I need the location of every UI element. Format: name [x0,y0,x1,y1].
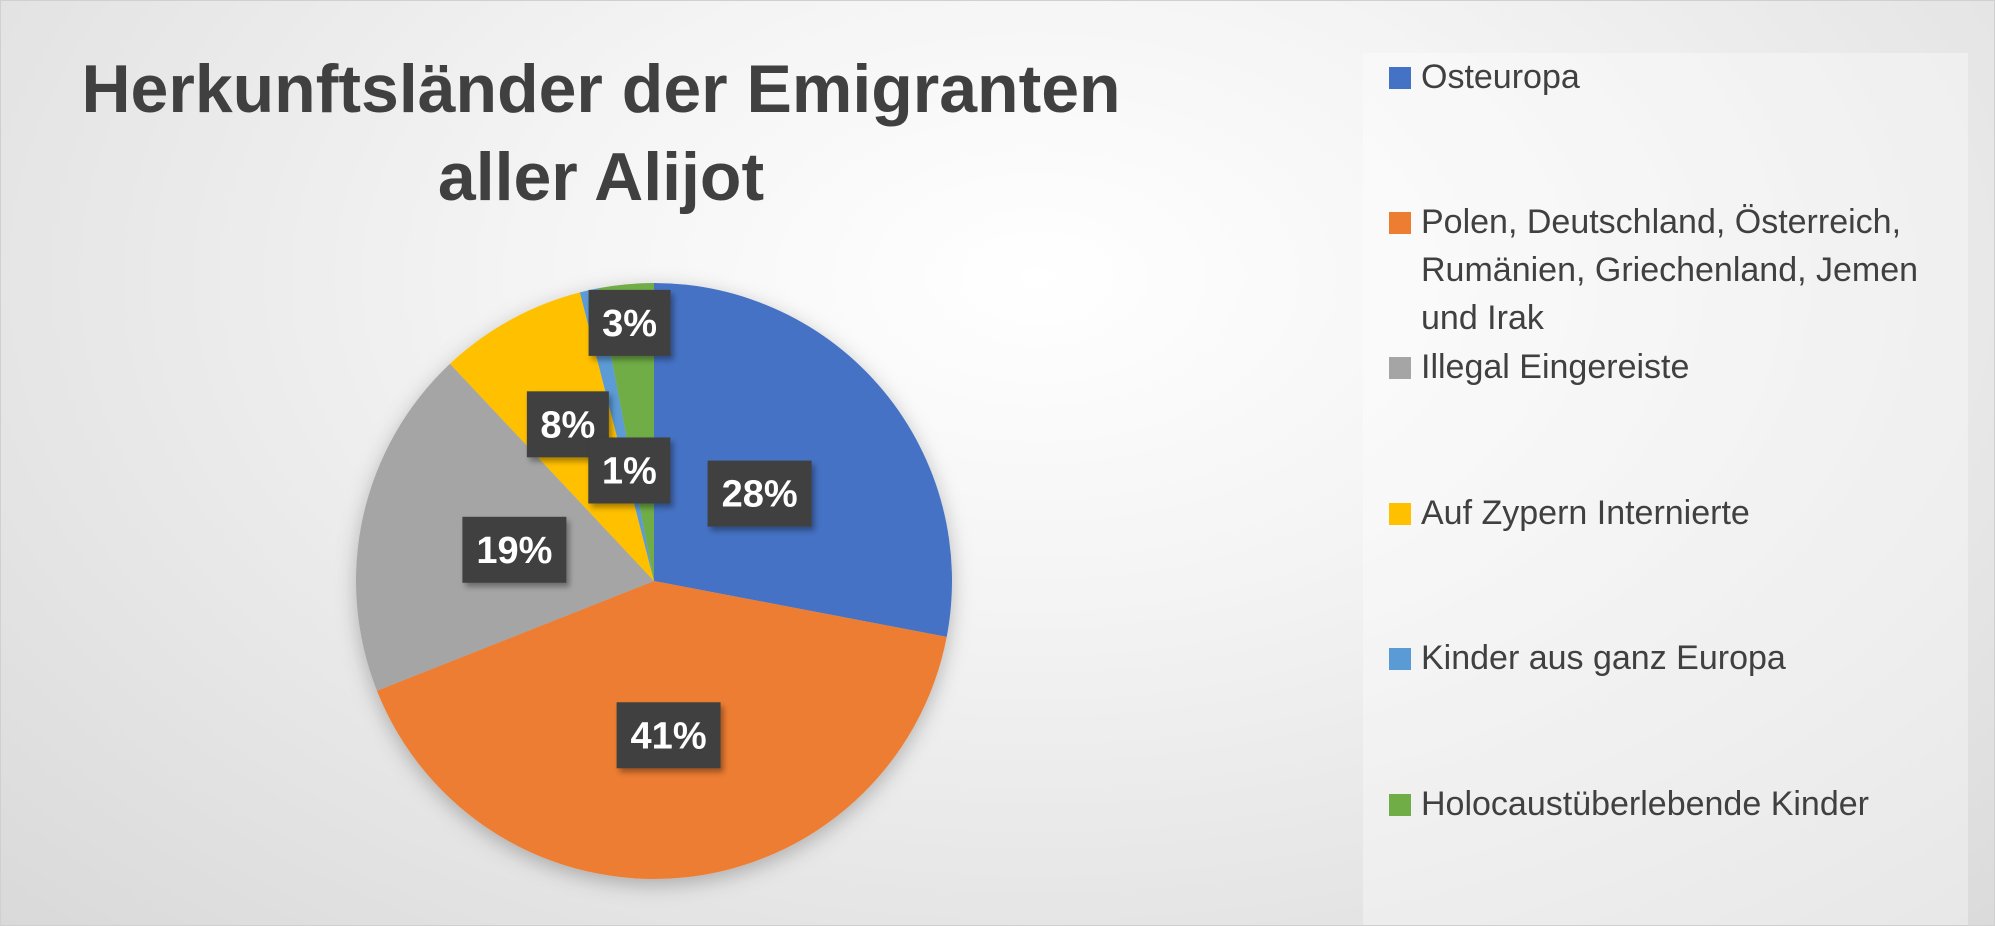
data-label-text: 8% [540,404,595,446]
data-label-text: 28% [722,474,798,516]
chart-title: Herkunftsländer der Emigranten aller Ali… [81,51,1121,215]
legend-item: Holocaustüberlebende Kinder [1389,780,1961,828]
data-label-box [462,516,567,583]
pie-chart: 28% 41% 19% 8%1% 3% [356,283,952,880]
data-label-box [616,702,721,769]
legend-label: Osteuropa [1421,58,1580,96]
legend-label: Holocaustüberlebende Kinder [1421,785,1869,823]
pie-slice [654,283,952,637]
data-label-text: 19% [476,530,552,572]
legend-item: Kinder aus ganz Europa [1389,634,1961,682]
data-label-text: 1% [602,450,657,492]
legend-label: Auf Zypern Internierte [1421,494,1750,532]
legend-item: Polen, Deutschland, Österreich, Rumänien… [1389,198,1961,342]
data-label: 3% [588,289,671,356]
legend-label: Illegal Eingereiste [1421,348,1690,386]
legend-swatch [1389,357,1411,379]
legend-swatch [1389,503,1411,525]
data-label-text: 3% [602,303,657,345]
data-label: 19% [462,516,567,583]
data-label-text: 41% [631,715,707,757]
data-label-box [588,289,671,356]
pie-slice [598,283,654,581]
legend-swatch [1389,648,1411,670]
legend-item: Illegal Eingereiste [1389,343,1961,391]
data-label: 41% [616,702,721,769]
pie-slice [579,288,654,581]
data-label-box [707,460,812,527]
data-label-box [588,437,671,504]
legend-swatch [1389,212,1411,234]
legend-item: Osteuropa [1389,53,1961,101]
legend: Osteuropa Polen, Deutschland, Österreich,… [1363,53,1968,925]
legend-label: Kinder aus ganz Europa [1421,639,1786,677]
data-label: 28% [707,460,812,527]
legend-label: Polen, Deutschland, Österreich, Rumänien… [1421,203,1919,337]
data-label: 1% [588,437,671,504]
legend-item: Auf Zypern Internierte [1389,489,1961,537]
legend-swatch [1389,794,1411,816]
legend-swatch [1389,67,1411,89]
